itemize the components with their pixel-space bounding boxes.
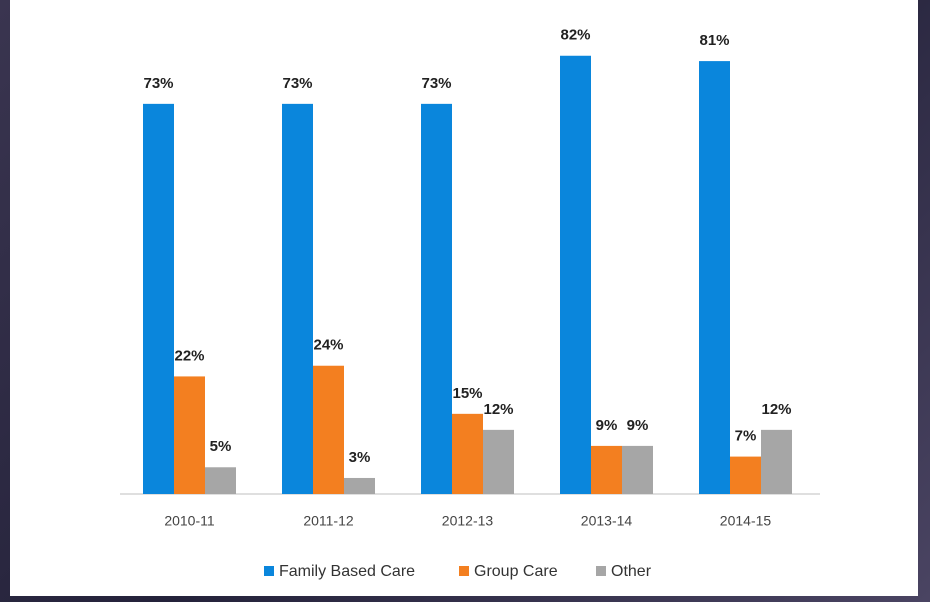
bar [591, 445, 622, 494]
bar [282, 103, 313, 494]
x-tick-label: 2012-13 [442, 513, 494, 529]
legend-swatch [264, 566, 274, 576]
value-label: 82% [560, 27, 590, 44]
legend-label: Family Based Care [279, 563, 415, 580]
bar [313, 365, 344, 494]
bar [205, 467, 236, 494]
x-tick-label: 2014-15 [720, 513, 772, 529]
value-label: 22% [174, 347, 204, 364]
value-label: 73% [421, 75, 451, 92]
bar [622, 445, 653, 494]
value-label: 3% [349, 449, 371, 466]
bar [483, 429, 514, 494]
value-label: 9% [627, 417, 649, 434]
bar [344, 477, 375, 494]
bar [421, 103, 452, 494]
value-label: 73% [282, 75, 312, 92]
value-label: 73% [143, 75, 173, 92]
legend-label: Group Care [474, 563, 558, 580]
bar [174, 376, 205, 494]
bar [452, 413, 483, 494]
value-label: 15% [452, 385, 482, 402]
bar [560, 55, 591, 494]
value-label: 5% [210, 438, 232, 455]
x-tick-label: 2010-11 [164, 513, 215, 529]
value-label: 81% [699, 32, 729, 49]
legend-label: Other [611, 563, 652, 580]
value-label: 12% [761, 401, 791, 418]
bar [730, 456, 761, 494]
value-label: 9% [596, 417, 618, 434]
bar [699, 61, 730, 494]
value-label: 12% [483, 401, 513, 418]
legend-swatch [459, 566, 469, 576]
legend-swatch [596, 566, 606, 576]
x-tick-label: 2011-12 [303, 513, 354, 529]
bar [143, 103, 174, 494]
x-tick-label: 2013-14 [581, 513, 633, 529]
bar [761, 429, 792, 494]
value-label: 7% [735, 428, 757, 445]
value-label: 24% [313, 337, 343, 354]
